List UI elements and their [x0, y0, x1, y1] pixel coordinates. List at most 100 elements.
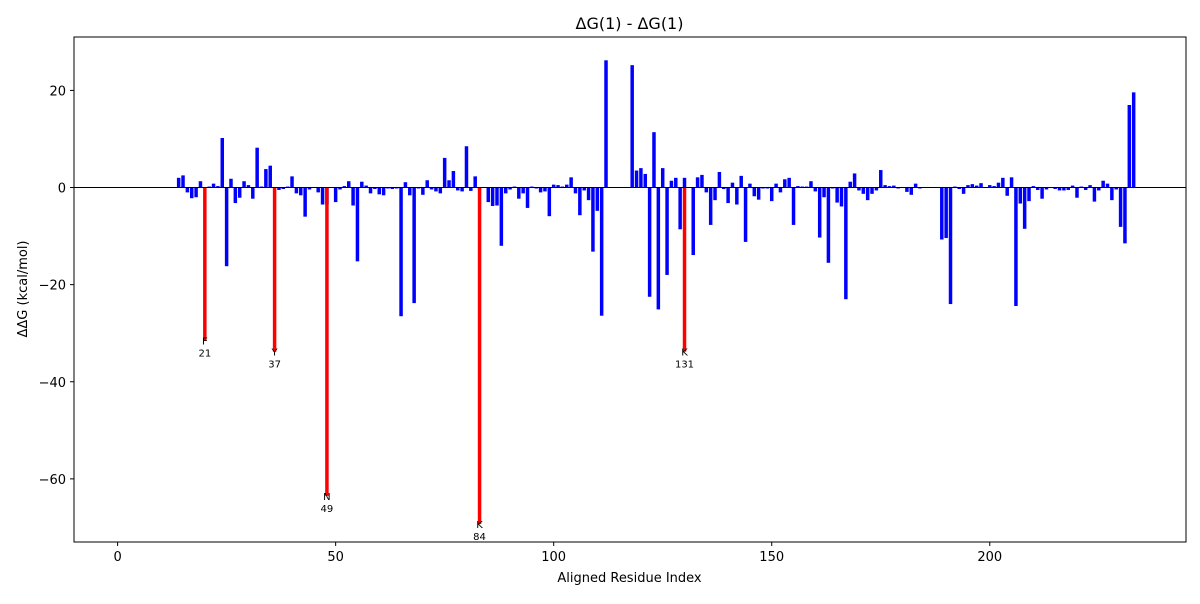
bar	[381, 187, 386, 196]
bar	[726, 187, 730, 204]
annotation-residue-number: 37	[268, 360, 281, 371]
annotation-residue-number: 49	[321, 504, 334, 515]
bar	[979, 183, 983, 188]
chart-title: ΔG(1) - ΔG(1)	[576, 14, 684, 33]
bar	[246, 185, 251, 188]
bar	[1057, 187, 1062, 191]
bar	[1027, 187, 1031, 202]
bar	[704, 187, 709, 193]
bar	[229, 178, 233, 188]
bar	[835, 187, 839, 203]
bar	[874, 187, 879, 191]
bar	[242, 181, 246, 188]
bar	[307, 187, 312, 190]
bar	[390, 187, 395, 189]
bar	[547, 187, 552, 217]
bar	[578, 187, 582, 216]
bar	[543, 187, 547, 192]
bar	[1066, 187, 1070, 190]
bar	[634, 170, 639, 188]
bar	[277, 187, 281, 190]
bar	[1092, 187, 1097, 202]
bar	[216, 186, 220, 188]
bar	[469, 187, 473, 191]
bar	[717, 171, 722, 188]
bar	[957, 187, 961, 189]
bar	[665, 187, 669, 275]
bar	[591, 187, 595, 252]
bar	[660, 168, 665, 188]
bar	[346, 181, 351, 188]
bar	[1062, 187, 1066, 191]
bar	[1035, 187, 1040, 190]
bar	[647, 187, 652, 297]
bar	[185, 187, 190, 193]
bar	[464, 146, 469, 188]
bar	[944, 187, 948, 239]
bar	[190, 187, 194, 199]
y-tick-label: −40	[39, 376, 66, 391]
bar	[320, 187, 325, 205]
bar	[233, 187, 238, 204]
bar	[739, 175, 743, 188]
bar	[974, 185, 979, 188]
bar	[1014, 187, 1018, 307]
bar	[1114, 187, 1118, 190]
bar	[429, 187, 434, 190]
bar	[1070, 185, 1075, 188]
bar	[595, 187, 600, 211]
y-axis-label: ΔΔG (kcal/mol)	[16, 241, 31, 338]
bar	[268, 165, 272, 188]
bar	[1097, 187, 1101, 191]
bar	[756, 187, 761, 200]
bar	[364, 185, 368, 188]
bar	[272, 187, 277, 352]
bar	[421, 187, 425, 195]
bar	[486, 187, 491, 203]
bar	[294, 187, 299, 194]
bar	[748, 183, 752, 188]
bar	[630, 65, 634, 188]
bar	[303, 187, 307, 217]
bar	[290, 176, 294, 188]
bar	[211, 183, 216, 188]
bar	[948, 187, 953, 305]
bar	[1018, 187, 1023, 204]
bar	[521, 187, 525, 194]
x-tick-label: 150	[759, 550, 784, 565]
bar	[447, 180, 451, 188]
bar	[425, 180, 429, 188]
bar	[852, 173, 857, 188]
bar	[499, 187, 504, 246]
annotation-residue-letter: N	[323, 492, 330, 503]
bar	[1118, 187, 1123, 227]
bar	[700, 174, 704, 188]
bar	[599, 187, 604, 316]
bar	[879, 170, 883, 188]
bar	[299, 187, 303, 196]
bar	[656, 187, 661, 310]
bar	[892, 185, 896, 188]
bar	[809, 181, 813, 188]
bar	[1044, 187, 1049, 190]
bar	[1131, 92, 1136, 188]
bar	[264, 169, 268, 188]
bar	[1022, 187, 1027, 229]
bar	[403, 182, 408, 188]
bar	[586, 187, 591, 201]
bar	[434, 187, 438, 192]
bar	[1105, 183, 1110, 188]
bar	[1123, 187, 1127, 244]
bar	[582, 187, 586, 191]
bar	[817, 187, 822, 238]
bar	[1075, 187, 1079, 198]
x-tick-label: 100	[541, 550, 566, 565]
bar	[909, 187, 914, 195]
bar	[255, 147, 259, 188]
bar	[813, 187, 818, 192]
bar	[735, 187, 739, 205]
bar	[373, 187, 377, 189]
